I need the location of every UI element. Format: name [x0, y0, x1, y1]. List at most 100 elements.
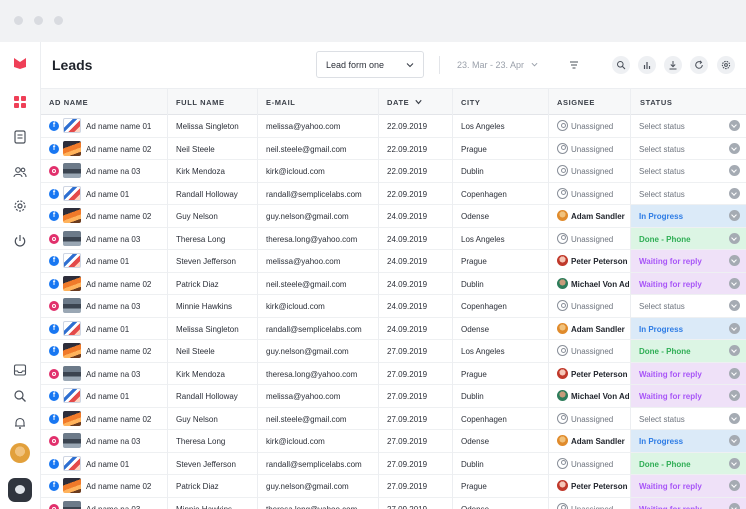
window-maximize-button[interactable] [54, 16, 63, 25]
city-cell: Odense [461, 437, 490, 446]
assignee-cell[interactable]: Unassigned [571, 167, 614, 176]
assignee-cell[interactable]: Unassigned [571, 122, 614, 131]
column-header-status[interactable]: STATUS [640, 98, 673, 107]
column-header-email[interactable]: E-MAIL [266, 98, 296, 107]
table-row[interactable]: f Ad name name 02 Patrick Diaz neil.steele@… [41, 272, 746, 295]
assignee-cell[interactable]: Adam Sandler [571, 324, 625, 334]
assignee-cell[interactable]: Unassigned [571, 504, 614, 509]
header-divider [439, 56, 440, 74]
city-cell: Dublin [461, 459, 484, 469]
inbox-icon[interactable] [11, 361, 29, 379]
column-header-ad-name[interactable]: AD NAME [49, 98, 89, 107]
status-dropdown[interactable]: Select status [630, 407, 746, 429]
table-row[interactable]: Ad name na 03 Theresa Long kirk@icloud.com… [41, 430, 746, 453]
assignee-cell[interactable]: Adam Sandler [571, 437, 625, 446]
chart-icon[interactable] [638, 56, 656, 74]
column-header-assignee[interactable]: ASIGNEE [557, 98, 595, 107]
refresh-icon[interactable] [690, 56, 708, 74]
table-row[interactable]: f Ad name name 02 Neil Steele guy.nelson@gm… [41, 340, 746, 363]
ad-thumbnail [63, 410, 81, 426]
column-header-city[interactable]: CITY [461, 98, 481, 107]
table-row[interactable]: Ad name na 03 Minnie Hawkins theresa.long@… [41, 497, 746, 509]
facebook-icon: f [49, 391, 59, 401]
assignee-cell[interactable]: Unassigned [571, 302, 614, 311]
document-icon[interactable] [11, 128, 29, 146]
table-row[interactable]: f Ad name name 02 Guy Nelson guy.nelson@gma… [41, 205, 746, 228]
window-minimize-button[interactable] [34, 16, 43, 25]
status-dropdown[interactable]: In Progress [630, 205, 746, 227]
email-cell: theresa.long@yahoo.com [266, 234, 358, 244]
status-dropdown[interactable]: Waiting for reply [630, 475, 746, 497]
column-header-date[interactable]: DATE [387, 98, 422, 107]
status-dropdown[interactable]: Select status [630, 295, 746, 317]
assignee-cell[interactable]: Peter Peterson [571, 257, 628, 266]
table-row[interactable]: Ad name na 03 Minnie Hawkins kirk@icloud.c… [41, 295, 746, 318]
status-dropdown[interactable]: Waiting for reply [630, 385, 746, 407]
status-dropdown[interactable]: Select status [630, 137, 746, 159]
table-row[interactable]: f Ad name name 02 Patrick Diaz guy.nelson@g… [41, 475, 746, 498]
instagram-icon [49, 166, 59, 176]
chevron-down-icon [531, 62, 538, 67]
status-dropdown[interactable]: Select status [630, 160, 746, 182]
dashboard-icon[interactable] [11, 93, 29, 111]
assignee-cell[interactable]: Unassigned [571, 189, 614, 199]
table-row[interactable]: Ad name na 03 Kirk Mendoza kirk@icloud.com… [41, 160, 746, 183]
status-dropdown[interactable]: In Progress [630, 430, 746, 452]
assignee-cell[interactable]: Unassigned [571, 459, 614, 469]
assignee-cell[interactable]: Adam Sandler [571, 212, 625, 221]
table-row[interactable]: f Ad name name 02 Neil Steele neil.steele@g… [41, 137, 746, 160]
table-row[interactable]: f Ad name 01 Steven Jefferson melissa@yahoo… [41, 250, 746, 273]
filter-icon[interactable] [565, 56, 583, 74]
column-header-full-name[interactable]: FULL NAME [176, 98, 225, 107]
assignee-cell[interactable]: Unassigned [571, 414, 614, 424]
settings-icon[interactable] [717, 56, 735, 74]
assignee-cell[interactable]: Michael Von Ada [571, 279, 629, 289]
search-icon[interactable] [11, 387, 29, 405]
table-row[interactable]: f Ad name 01 Randall Holloway randall@sempl… [41, 182, 746, 205]
assignee-cell[interactable]: Unassigned [571, 234, 614, 244]
status-dropdown[interactable]: Done - Phone [630, 452, 746, 474]
status-dropdown[interactable]: Waiting for reply [630, 250, 746, 272]
download-icon[interactable] [664, 56, 682, 74]
status-dropdown[interactable]: Select status [630, 115, 746, 137]
status-dropdown[interactable]: Done - Phone [630, 340, 746, 362]
table-row[interactable]: f Ad name name 01 Melissa Singleton melissa… [41, 115, 746, 138]
status-dropdown[interactable]: Waiting for reply [630, 497, 746, 509]
table-row[interactable]: Ad name na 03 Kirk Mendoza theresa.long@ya… [41, 362, 746, 385]
status-dropdown[interactable]: Waiting for reply [630, 272, 746, 294]
power-icon[interactable] [11, 232, 29, 250]
status-dropdown[interactable]: Waiting for reply [630, 362, 746, 384]
table-row[interactable]: f Ad name 01 Randall Holloway melissa@yahoo… [41, 385, 746, 408]
status-dropdown[interactable]: Select status [630, 182, 746, 204]
assignee-cell[interactable]: Peter Peterson [571, 369, 628, 379]
assignee-cell[interactable]: Unassigned [571, 347, 614, 356]
date-range-picker[interactable]: 23. Mar - 23. Apr [457, 60, 538, 70]
table-row[interactable]: f Ad name 01 Steven Jefferson randall@sempl… [41, 452, 746, 475]
window-close-button[interactable] [14, 16, 23, 25]
search-icon[interactable] [612, 56, 630, 74]
chat-icon[interactable] [8, 478, 32, 502]
window-titlebar [0, 0, 746, 42]
users-icon[interactable] [11, 163, 29, 181]
assignee-cell[interactable]: Unassigned [571, 144, 614, 154]
email-cell: kirk@icloud.com [266, 167, 325, 176]
table-row[interactable]: f Ad name 01 Melissa Singleton randall@semp… [41, 317, 746, 340]
facebook-icon: f [49, 143, 59, 154]
avatar[interactable] [10, 443, 30, 463]
bell-icon[interactable] [11, 414, 29, 432]
status-label: Waiting for reply [639, 257, 702, 266]
settings-icon[interactable] [11, 197, 29, 215]
logo-icon[interactable] [11, 54, 29, 72]
table-row[interactable]: Ad name na 03 Theresa Long theresa.long@ya… [41, 227, 746, 250]
assignee-cell[interactable]: Michael Von Ada [571, 392, 629, 401]
assignee-cell[interactable]: Peter Peterson [571, 482, 628, 491]
lead-form-select[interactable]: Lead form one [316, 51, 424, 78]
column-divider [452, 88, 453, 509]
full-name-cell: Guy Nelson [176, 414, 218, 424]
city-cell: Copenhagen [461, 414, 507, 424]
ad-thumbnail [63, 500, 81, 509]
status-dropdown[interactable]: In Progress [630, 317, 746, 339]
status-dropdown[interactable]: Done - Phone [630, 227, 746, 249]
ad-thumbnail [63, 118, 81, 133]
table-row[interactable]: f Ad name name 02 Guy Nelson neil.steele@gm… [41, 407, 746, 430]
